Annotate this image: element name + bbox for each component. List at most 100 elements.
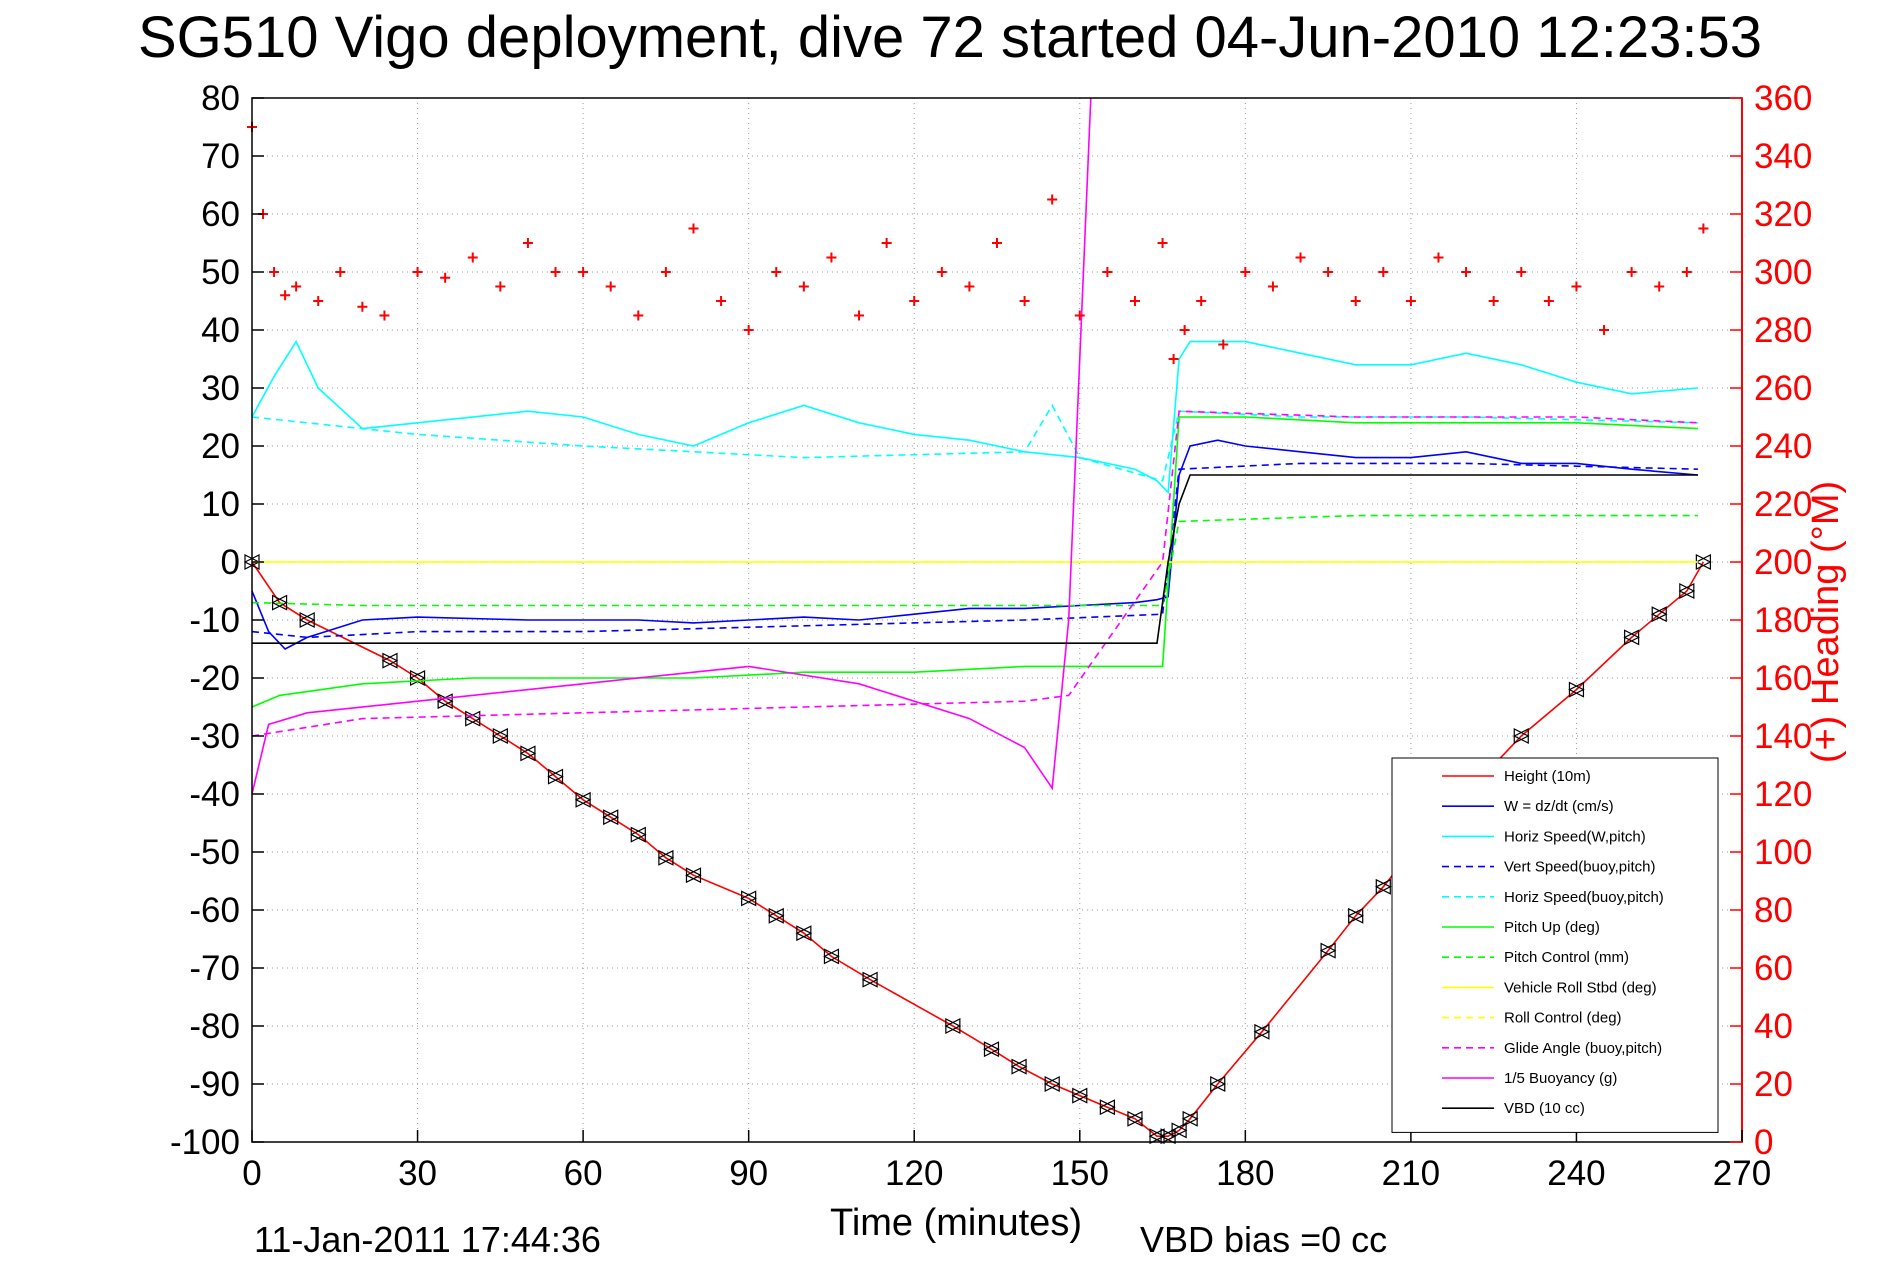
heading-marker: [798, 281, 809, 292]
chart-title: SG510 Vigo deployment, dive 72 started 0…: [138, 5, 1762, 70]
y-tick-label: 80: [201, 79, 240, 118]
height-marker: [519, 745, 537, 762]
x-tick-label: 240: [1547, 1154, 1605, 1193]
legend-box: [1391, 757, 1719, 1133]
legend-entry: Vert Speed(buoy,pitch): [1504, 859, 1655, 876]
right-y-tick-label: 60: [1754, 949, 1793, 988]
y-tick-label: -50: [189, 833, 240, 872]
right-y-tick-label: 320: [1754, 195, 1812, 234]
series-line-1: [251, 439, 1698, 650]
heading-marker: [743, 325, 754, 335]
heading-marker: [1019, 296, 1030, 306]
height-marker: [1148, 1128, 1166, 1145]
height-marker: [1678, 583, 1696, 599]
x-tick-label: 60: [564, 1154, 603, 1193]
height-marker: [1253, 1023, 1271, 1040]
right-y-tick-label: 160: [1754, 659, 1812, 698]
series-line-11: [252, 474, 1698, 645]
legend-entry: Horiz Speed(buoy,pitch): [1504, 889, 1664, 906]
right-y-tick-label: 120: [1754, 775, 1812, 814]
heading-marker: [1433, 252, 1444, 263]
footer-vbd-bias: VBD bias =0 cc: [1140, 1219, 1387, 1260]
heading-marker: [854, 310, 865, 321]
height-marker: [1650, 606, 1668, 623]
heading-marker: [1599, 325, 1610, 335]
height-marker: [1043, 1076, 1061, 1092]
legend-entry: Pitch Control (mm): [1504, 949, 1629, 966]
legend-entry: Pitch Up (deg): [1504, 919, 1600, 936]
height-marker: [767, 907, 785, 924]
right-y-axis-label: (+) Heading (°M): [1805, 481, 1847, 763]
heading-marker: [1074, 310, 1085, 321]
height-marker: [685, 867, 702, 884]
heading-marker: [826, 252, 837, 263]
x-tick-label: 120: [885, 1154, 943, 1193]
y-tick-label: -40: [189, 775, 240, 814]
heading-marker: [357, 301, 368, 312]
heading-marker: [1488, 296, 1499, 306]
legend-entry: W = dz/dt (cm/s): [1504, 798, 1614, 815]
y-tick-label: -30: [189, 717, 240, 756]
heading-marker: [936, 267, 947, 277]
heading-marker: [1295, 252, 1306, 263]
right-y-tick-label: 80: [1754, 891, 1793, 930]
heading-marker: [1267, 281, 1278, 292]
height-marker: [944, 1018, 962, 1034]
height-marker: [1512, 728, 1530, 744]
legend-entry: 1/5 Buoyancy (g): [1504, 1070, 1617, 1087]
x-axis-label: Time (minutes): [830, 1202, 1082, 1244]
heading-marker: [522, 238, 533, 248]
heading-marker: [964, 281, 975, 292]
heading-marker: [909, 296, 920, 306]
right-y-tick-label: 300: [1754, 253, 1812, 292]
right-y-tick-label: 40: [1754, 1007, 1793, 1046]
y-tick-label: -60: [189, 891, 240, 930]
heading-marker: [440, 272, 451, 283]
y-tick-label: -70: [189, 949, 240, 988]
height-marker: [1568, 681, 1585, 698]
height-marker: [1099, 1099, 1116, 1116]
heading-marker: [633, 310, 644, 321]
y-tick-label: -20: [189, 659, 240, 698]
heading-marker: [1698, 223, 1709, 234]
heading-marker: [1218, 339, 1229, 350]
height-marker: [1209, 1076, 1227, 1092]
series-line-10: [251, 97, 1092, 795]
heading-marker: [605, 281, 616, 292]
height-marker: [983, 1041, 1000, 1058]
heading-marker: [1654, 281, 1665, 292]
height-marker: [629, 826, 647, 843]
heading-marker: [688, 223, 699, 234]
right-y-tick-label: 340: [1754, 137, 1812, 176]
heading-marker: [716, 296, 727, 306]
heading-marker: [992, 238, 1002, 248]
heading-marker: [1323, 267, 1334, 277]
legend-entry: Vehicle Roll Stbd (deg): [1504, 979, 1657, 996]
right-y-tick-label: 140: [1754, 717, 1812, 756]
heading-marker: [1168, 354, 1179, 364]
heading-marker: [1047, 194, 1058, 205]
height-marker: [1319, 942, 1337, 959]
x-tick-label: 0: [242, 1154, 261, 1193]
heading-marker: [1196, 296, 1207, 306]
heading-marker: [660, 267, 671, 277]
heading-marker: [1461, 267, 1472, 277]
height-marker: [861, 971, 879, 988]
y-tick-label: 20: [201, 427, 240, 466]
heading-marker: [1350, 296, 1361, 306]
y-tick-label: 10: [201, 485, 240, 524]
heading-marker: [771, 267, 782, 277]
heading-marker: [550, 267, 561, 277]
height-marker: [574, 791, 592, 808]
height-marker: [381, 652, 399, 669]
y-tick-label: -90: [189, 1065, 240, 1104]
heading-marker: [1681, 267, 1692, 277]
right-y-tick-label: 180: [1754, 601, 1812, 640]
x-tick-label: 270: [1713, 1154, 1771, 1193]
footer-timestamp: 11-Jan-2011 17:44:36: [254, 1219, 601, 1260]
heading-marker: [291, 281, 302, 292]
height-marker: [602, 809, 620, 826]
right-y-tick-label: 260: [1754, 369, 1812, 408]
x-tick-label: 150: [1051, 1154, 1109, 1193]
